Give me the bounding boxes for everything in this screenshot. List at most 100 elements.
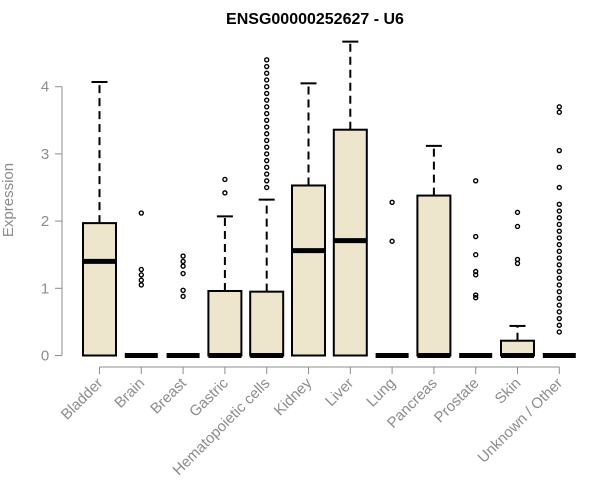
outlier-point: [264, 137, 270, 144]
outlier-point: [138, 277, 145, 283]
axes: 0 1 2 3 4: [41, 79, 560, 374]
outlier-point: [264, 70, 270, 76]
outlier-point: [264, 184, 270, 191]
outlier-point: [556, 221, 562, 228]
y-tick-label: 0: [41, 348, 49, 365]
x-tick-label: Prostate: [431, 375, 483, 427]
outlier-point: [264, 97, 270, 103]
box-brain: [124, 210, 158, 358]
chart-title: ENSG00000252627 - U6: [226, 11, 404, 28]
outlier-point: [556, 104, 562, 110]
outlier-point: [389, 199, 395, 205]
outlier-point: [556, 322, 562, 328]
box-pancreas: [416, 144, 452, 358]
outlier-point: [473, 268, 479, 275]
box-unknown-other: [542, 104, 576, 358]
box-iqr: [82, 222, 117, 357]
outlier-point: [556, 208, 562, 214]
y-tick-label: 1: [41, 280, 49, 297]
outlier-point: [514, 209, 521, 216]
outlier-point: [222, 176, 228, 183]
box-bladder: [82, 80, 117, 357]
x-tick-label: Skin: [492, 375, 525, 408]
outlier-point: [264, 90, 270, 97]
outlier-point: [264, 157, 270, 164]
outlier-point: [264, 57, 270, 63]
x-tick-label: Brain: [111, 375, 148, 412]
outlier-point: [556, 262, 562, 268]
outlier-point: [556, 288, 562, 295]
box-iqr: [207, 289, 243, 357]
outlier-point: [264, 83, 270, 90]
outlier-point: [222, 190, 228, 196]
outlier-point: [264, 131, 270, 137]
outlier-point: [473, 233, 479, 240]
outlier-point: [556, 302, 562, 308]
outlier-point: [264, 117, 270, 124]
y-tick-label: 2: [41, 213, 49, 230]
box-lung: [375, 199, 409, 358]
x-tick-label: Liver: [322, 375, 357, 410]
box-hematopoietic-cells: [249, 57, 285, 358]
outlier-point: [556, 235, 562, 241]
box-iqr: [249, 290, 285, 357]
box-liver: [332, 40, 368, 357]
outlier-point: [264, 171, 270, 177]
box-skin: [500, 209, 535, 358]
outlier-point: [556, 309, 562, 315]
boxes-layer: [82, 40, 576, 358]
outlier-point: [264, 178, 270, 184]
outlier-point: [180, 258, 186, 265]
outlier-point: [556, 315, 562, 322]
box-gastric: [207, 176, 243, 358]
outlier-point: [264, 151, 270, 157]
outlier-point: [473, 178, 479, 184]
x-tick-label: Lung: [363, 375, 399, 411]
box-iqr: [291, 184, 326, 357]
box-breast: [166, 253, 200, 358]
outlier-point: [473, 295, 479, 301]
outlier-point: [514, 223, 521, 230]
outlier-point: [556, 268, 562, 275]
outlier-point: [556, 164, 562, 171]
outlier-point: [264, 144, 270, 150]
outlier-point: [389, 238, 395, 244]
x-tick-label: Breast: [147, 374, 190, 417]
outlier-point: [556, 241, 562, 248]
box-iqr: [416, 194, 452, 357]
y-tick-label: 4: [41, 79, 49, 96]
y-axis-label: Expression: [0, 163, 17, 237]
outlier-point: [556, 282, 562, 288]
y-tick-label: 3: [41, 146, 49, 163]
outlier-point: [264, 63, 270, 70]
x-tick-label: Kidney: [271, 374, 316, 419]
outlier-point: [556, 275, 562, 281]
outlier-point: [473, 251, 479, 258]
outlier-point: [556, 184, 562, 191]
outlier-point: [556, 109, 562, 115]
outlier-point: [264, 77, 270, 83]
outlier-point: [180, 270, 186, 277]
outlier-point: [138, 210, 145, 216]
box-kidney: [291, 82, 326, 357]
outlier-point: [556, 201, 562, 208]
outlier-point: [180, 263, 186, 269]
outlier-point: [264, 124, 270, 130]
outlier-point: [556, 329, 562, 335]
outlier-point: [264, 110, 270, 117]
outlier-point: [556, 255, 562, 261]
outlier-point: [556, 295, 562, 302]
outlier-point: [264, 164, 270, 171]
outlier-point: [180, 287, 186, 294]
x-tick-label: Bladder: [58, 375, 107, 424]
outlier-point: [556, 228, 562, 234]
outlier-point: [514, 256, 521, 263]
outlier-point: [138, 272, 145, 278]
outlier-point: [556, 248, 562, 255]
box-prostate: [459, 178, 493, 358]
outlier-point: [264, 104, 270, 110]
outlier-point: [180, 253, 186, 259]
outlier-point: [138, 266, 145, 273]
outlier-point: [138, 282, 145, 288]
